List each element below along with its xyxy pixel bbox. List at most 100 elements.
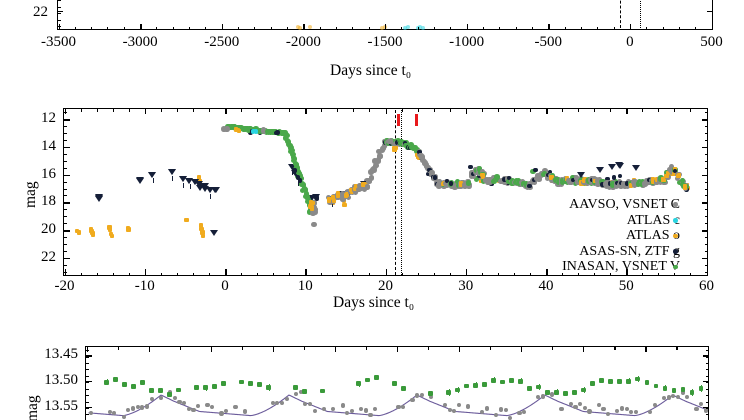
middle-xtick-label: -10 xyxy=(125,278,165,295)
axis-tick xyxy=(530,273,531,277)
axis-tick xyxy=(663,27,664,30)
data-point xyxy=(292,169,296,173)
axis-tick xyxy=(63,230,67,231)
axis-tick xyxy=(705,251,709,252)
axis-tick xyxy=(369,273,370,277)
data-point xyxy=(415,393,419,397)
axis-tick xyxy=(705,258,709,259)
axis-tick xyxy=(548,24,549,30)
top-xtick-label: -3500 xyxy=(39,34,79,51)
data-point xyxy=(663,386,668,391)
axis-tick xyxy=(57,11,63,12)
axis-tick xyxy=(532,27,533,30)
axis-tick xyxy=(705,244,709,245)
data-point xyxy=(122,415,126,419)
axis-tick xyxy=(63,244,67,245)
axis-tick xyxy=(707,269,709,276)
data-point xyxy=(243,409,247,413)
axis-tick xyxy=(63,202,67,203)
data-point xyxy=(320,389,325,394)
data-point xyxy=(563,391,568,396)
data-point xyxy=(375,159,380,164)
data-point xyxy=(205,403,209,407)
middle-xtick-label: 40 xyxy=(526,278,566,295)
axis-tick xyxy=(434,108,435,112)
axis-tick xyxy=(254,27,255,30)
axis-tick xyxy=(238,27,239,30)
axis-tick xyxy=(63,168,67,169)
axis-tick xyxy=(352,27,353,30)
axis-tick xyxy=(85,382,89,383)
data-point xyxy=(401,386,406,391)
middle-yaxis-label: mag xyxy=(22,181,40,208)
axis-tick xyxy=(337,108,338,112)
epoch-marker-line xyxy=(401,110,402,275)
axis-tick xyxy=(658,273,659,277)
legend-marker-atlas-c xyxy=(673,218,678,223)
data-point xyxy=(89,411,93,415)
data-point xyxy=(645,380,650,385)
axis-tick xyxy=(690,108,691,112)
data-point xyxy=(131,406,135,410)
data-point xyxy=(672,388,677,393)
axis-tick xyxy=(498,108,499,112)
axis-tick xyxy=(645,346,646,352)
data-point xyxy=(683,185,687,189)
axis-tick xyxy=(642,108,643,112)
data-point xyxy=(266,129,271,134)
axis-tick xyxy=(674,273,675,277)
error-bar xyxy=(172,176,173,181)
axis-tick xyxy=(705,216,709,217)
axis-tick xyxy=(209,273,210,277)
data-point xyxy=(150,397,154,401)
data-point xyxy=(302,389,307,394)
axis-tick xyxy=(161,108,162,112)
axis-tick xyxy=(321,273,322,277)
data-point xyxy=(201,234,205,238)
axis-tick xyxy=(118,346,119,350)
axis-tick xyxy=(289,108,290,112)
axis-tick xyxy=(63,154,67,155)
data-point xyxy=(569,402,573,406)
data-point xyxy=(420,393,424,397)
axis-tick xyxy=(706,369,710,370)
upper-limit-marker xyxy=(616,163,624,169)
axis-tick xyxy=(273,273,274,277)
data-point xyxy=(393,146,397,150)
error-bar xyxy=(183,183,184,188)
data-point xyxy=(694,407,698,411)
panel-outburst-light-curve: 12 14 16 18 20 22 -20 -10 0 10 20 30 40 50 60 mag Day… xyxy=(0,100,744,315)
middle-ytick-label: 12 xyxy=(32,110,56,127)
axis-tick xyxy=(594,273,595,277)
data-point xyxy=(559,407,563,411)
data-point xyxy=(428,391,433,396)
axis-tick xyxy=(63,126,67,127)
axis-tick xyxy=(450,27,451,30)
data-point xyxy=(704,408,708,412)
data-point xyxy=(620,406,624,410)
data-point xyxy=(149,388,154,393)
axis-tick xyxy=(676,346,677,350)
axis-tick xyxy=(705,133,709,134)
upper-limit-marker xyxy=(210,230,218,236)
axis-tick xyxy=(145,108,147,114)
data-point xyxy=(466,180,471,185)
middle-xtick-label: 30 xyxy=(446,278,486,295)
data-point xyxy=(392,381,397,386)
axis-tick xyxy=(337,273,338,277)
axis-tick xyxy=(63,258,67,259)
axis-tick xyxy=(401,27,402,30)
axis-tick xyxy=(289,273,290,277)
axis-tick xyxy=(402,273,403,277)
axis-tick xyxy=(597,27,598,30)
axis-tick xyxy=(705,182,709,183)
axis-tick xyxy=(386,108,388,114)
data-point xyxy=(533,168,537,172)
data-point xyxy=(509,378,514,383)
data-point xyxy=(233,405,237,409)
data-point xyxy=(448,408,452,412)
axis-tick xyxy=(418,27,419,30)
data-point xyxy=(191,408,195,412)
data-point xyxy=(312,222,317,227)
panel-phased-oscillation-curve: 13.45 13.50 13.55 mag xyxy=(0,330,744,420)
